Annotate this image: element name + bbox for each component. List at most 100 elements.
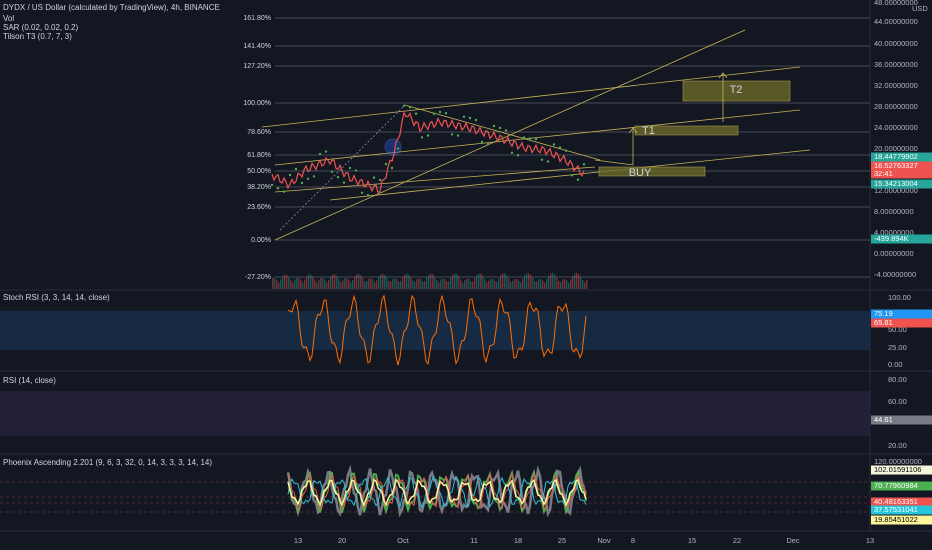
volume-bar	[354, 276, 356, 289]
sar-dot	[354, 169, 358, 172]
volume-bar	[584, 282, 586, 289]
volume-bar	[464, 280, 466, 289]
volume-bar	[476, 275, 478, 289]
oscillator-line	[287, 468, 587, 516]
volume-bar	[336, 275, 338, 289]
volume-bar	[454, 273, 456, 289]
sar-dot	[504, 129, 508, 132]
sar-dot	[528, 137, 532, 140]
sar-dot	[474, 118, 478, 122]
volume-bar	[542, 280, 544, 289]
volume-bar	[402, 277, 404, 289]
volume-bar	[568, 282, 570, 289]
volume-bar	[312, 276, 314, 289]
sar-dot	[378, 178, 382, 182]
volume-bar	[466, 278, 468, 289]
price-badge-text: 75.19	[874, 309, 893, 318]
volume-bar	[386, 277, 388, 289]
volume-bar	[468, 278, 470, 289]
volume-bar	[420, 279, 422, 289]
trend-lines	[261, 29, 811, 241]
sar-dot	[318, 152, 322, 156]
volume-bar	[434, 276, 436, 289]
volume-bar	[318, 280, 320, 289]
volume-bar	[582, 280, 584, 289]
sar-dot	[516, 154, 520, 157]
fib-label: 23.60%	[247, 204, 271, 211]
sar-dot	[450, 133, 454, 136]
volume-bar	[276, 279, 278, 289]
price-axis-label: -4.00000000	[874, 270, 916, 279]
pane-title: Phoenix Ascending 2.201 (9, 6, 3, 32, 0,…	[3, 458, 212, 467]
price-axis-label: 48.00000000	[874, 0, 918, 7]
price-badge	[871, 169, 932, 179]
volume-bar	[308, 274, 310, 289]
volume-bar	[298, 277, 300, 289]
target-label: T2	[730, 84, 743, 96]
volume-bar	[494, 280, 496, 289]
sar-dot	[414, 112, 418, 115]
time-axis-label: 11	[470, 536, 478, 545]
sar-dot	[366, 194, 370, 197]
sar-dot	[456, 134, 460, 137]
volume-bar	[482, 275, 484, 289]
volume-bar	[360, 275, 362, 289]
volume-bar	[572, 275, 574, 289]
sar-dot	[564, 149, 568, 152]
volume-bar	[306, 276, 308, 289]
fib-label: 0.00%	[251, 237, 271, 244]
volume-bar	[478, 273, 480, 289]
price-badge	[871, 505, 932, 515]
volume-bar	[334, 274, 336, 289]
time-axis-label: 13	[866, 536, 874, 545]
sar-dot	[438, 110, 442, 114]
volume-bar	[364, 281, 366, 289]
volume-bar	[350, 282, 352, 289]
volume-bar	[458, 276, 460, 289]
volume-bar	[320, 278, 322, 289]
volume-bar	[388, 281, 390, 289]
volume-bar	[394, 278, 396, 289]
volume-bar	[316, 282, 318, 289]
volume-bar	[400, 280, 402, 289]
volume-bar	[544, 282, 546, 289]
volume-bar	[310, 274, 312, 289]
price-badge	[871, 152, 932, 162]
volume-bar	[540, 279, 542, 289]
volume-bar	[378, 277, 380, 289]
sar-dot	[540, 158, 544, 161]
volume-bar	[498, 278, 500, 289]
sar-dot	[444, 112, 448, 115]
sar-dot	[510, 151, 514, 154]
volume-bar	[574, 273, 576, 289]
sar-dot	[534, 137, 538, 141]
volume-bar	[492, 278, 494, 289]
fib-label: 78.60%	[247, 129, 271, 136]
oscillator-line	[287, 478, 587, 507]
volume-bar	[522, 278, 524, 289]
volume-bar	[532, 277, 534, 289]
price-axis-label: 0.00000000	[874, 249, 914, 258]
volume-bar	[288, 276, 290, 289]
sar-dot	[336, 176, 340, 179]
volume-bar	[348, 279, 350, 289]
indicator-label: Tilson T3 (0.7, 7, 3)	[3, 32, 72, 41]
sar-dot	[324, 150, 328, 153]
volume-bar	[286, 274, 288, 289]
oscillator-line	[287, 475, 587, 509]
volume-bar	[546, 278, 548, 289]
sar-dot	[492, 124, 496, 128]
volume-bar	[558, 280, 560, 289]
volume-bar	[530, 274, 532, 289]
axes: 161.80% 141.40% 127.20% 100.00% 78.60% 61.80%…	[243, 0, 932, 545]
volume-bar	[516, 278, 518, 289]
volume-bar	[332, 274, 334, 289]
volume-bar	[342, 280, 344, 289]
volume-bar	[330, 276, 332, 289]
volume-bar	[422, 281, 424, 289]
volume-bar	[418, 278, 420, 289]
price-axis-label: 4.00000000	[874, 228, 914, 237]
currency: USD	[912, 4, 928, 13]
sar-dot	[342, 181, 346, 184]
